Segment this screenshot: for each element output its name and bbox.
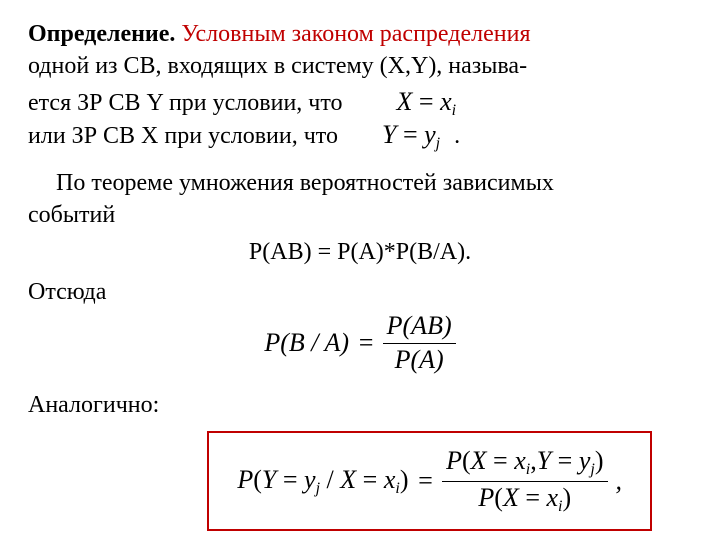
- condition-1-text: ется ЗР СВ Y при условии, что: [28, 90, 343, 117]
- condition-2-text: или ЗР СВ Х при условии, что: [28, 123, 338, 150]
- boxed-lhs: P(Y = yj / X = xi): [237, 465, 408, 498]
- hence-label: Отсюда: [28, 276, 692, 308]
- condition-2-math: Y = yj: [382, 120, 440, 153]
- condition-line-2: или ЗР СВ Х при условии, что Y = yj .: [28, 120, 692, 153]
- boxed-tail: ,: [616, 466, 623, 496]
- definition-colored: Условным законом распределения: [175, 21, 530, 47]
- condition-1-math: X = xi: [397, 87, 457, 120]
- condition-2-tail: .: [454, 123, 460, 150]
- math-x: x: [440, 87, 452, 116]
- formula-conditional-simple: P(B / A) = P(AB) P(A): [28, 312, 692, 374]
- boxed-eq: =: [417, 466, 435, 496]
- theorem-line-2: событий: [28, 199, 692, 231]
- slide: Определение. Условным законом распределе…: [0, 0, 720, 541]
- formula-product: Р(АВ) = Р(А)*Р(В/А).: [28, 236, 692, 268]
- math-j: j: [436, 135, 440, 152]
- math-X: X: [397, 87, 413, 116]
- definition-rest: одной из СВ, входящих в систему (Х,Y), н…: [28, 50, 692, 82]
- paragraph-definition: Определение. Условным законом распределе…: [28, 18, 692, 50]
- theorem-line-1: По теореме умножения вероятностей зависи…: [28, 167, 692, 199]
- cond-eq: =: [357, 328, 375, 358]
- cond-lhs: P(B / A): [264, 328, 349, 358]
- math-Y: Y: [382, 120, 396, 149]
- definition-label: Определение.: [28, 21, 175, 47]
- cond-den: P(A): [383, 343, 456, 375]
- cond-frac: P(AB) P(A): [383, 312, 456, 374]
- math-eq: =: [419, 87, 434, 116]
- math-eq-2: =: [403, 120, 418, 149]
- cond-num: P(AB): [383, 312, 456, 343]
- boxed-formula: P(Y = yj / X = xi) = P(X = xi,Y: [207, 431, 652, 531]
- boxed-formula-wrap: P(Y = yj / X = xi) = P(X = xi,Y: [28, 431, 692, 531]
- math-i: i: [452, 102, 456, 119]
- analog-label: Аналогично:: [28, 389, 692, 421]
- math-y: y: [424, 120, 436, 149]
- boxed-frac: P(X = xi,Y = yj) P(X = xi): [442, 447, 607, 515]
- cond-lhs-text: P(B / A): [264, 328, 349, 357]
- condition-line-1: ется ЗР СВ Y при условии, что X = xi: [28, 87, 692, 120]
